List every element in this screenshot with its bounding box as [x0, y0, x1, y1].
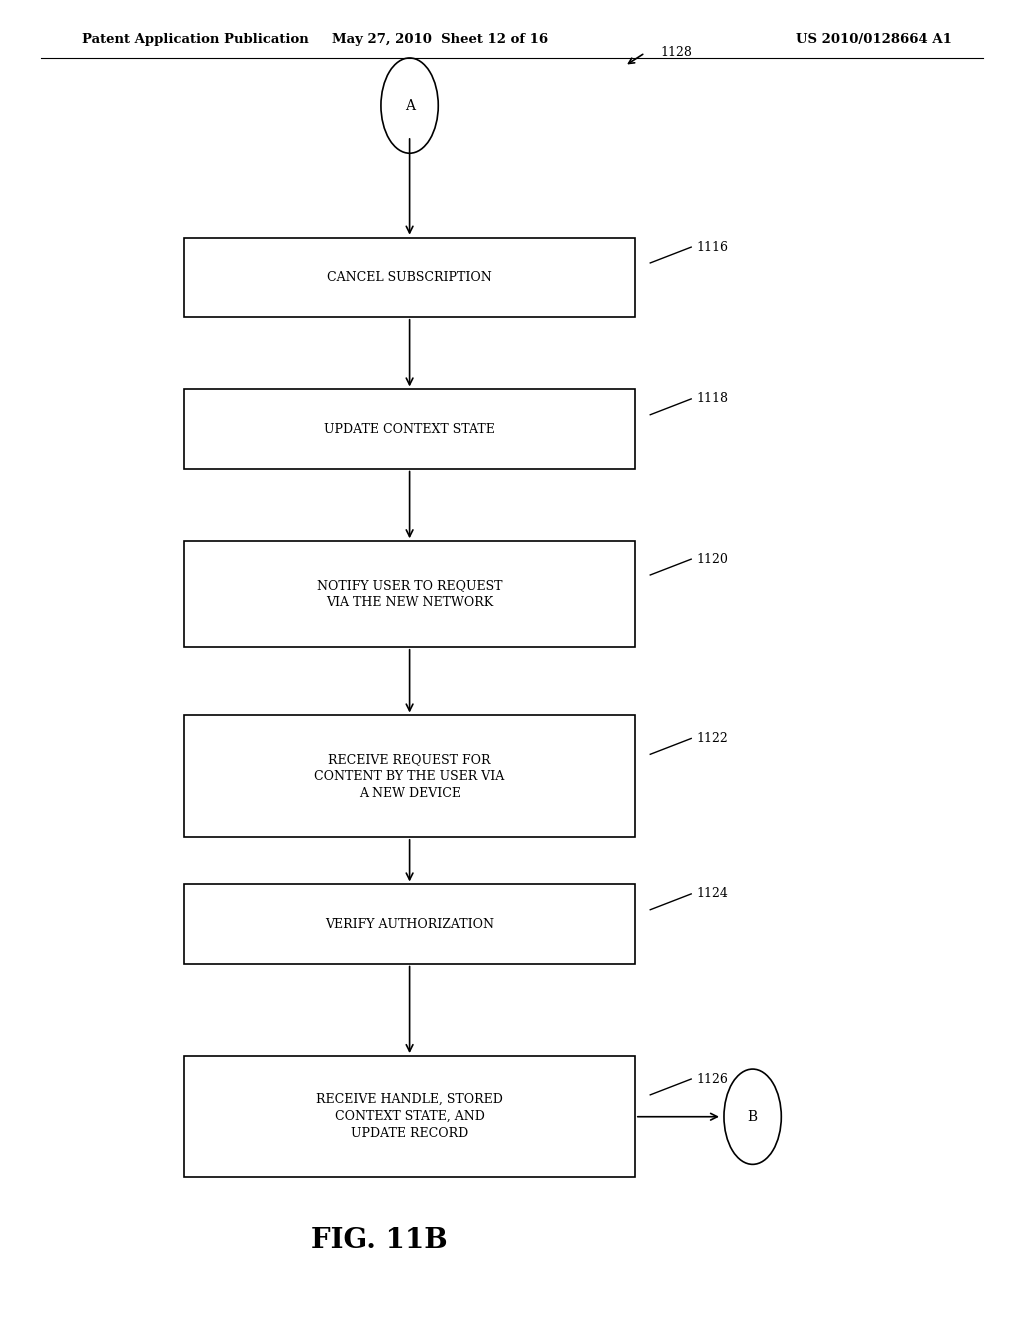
FancyBboxPatch shape: [184, 1056, 635, 1177]
Text: A: A: [404, 99, 415, 112]
Text: RECEIVE REQUEST FOR
CONTENT BY THE USER VIA
A NEW DEVICE: RECEIVE REQUEST FOR CONTENT BY THE USER …: [314, 752, 505, 800]
Text: US 2010/0128664 A1: US 2010/0128664 A1: [797, 33, 952, 46]
FancyBboxPatch shape: [184, 238, 635, 317]
Text: 1120: 1120: [696, 553, 728, 566]
Text: May 27, 2010  Sheet 12 of 16: May 27, 2010 Sheet 12 of 16: [332, 33, 549, 46]
Text: UPDATE CONTEXT STATE: UPDATE CONTEXT STATE: [325, 422, 495, 436]
FancyBboxPatch shape: [184, 541, 635, 647]
Text: 1122: 1122: [696, 733, 728, 744]
Text: 1116: 1116: [696, 240, 728, 253]
Text: NOTIFY USER TO REQUEST
VIA THE NEW NETWORK: NOTIFY USER TO REQUEST VIA THE NEW NETWO…: [316, 579, 503, 609]
Text: RECEIVE HANDLE, STORED
CONTEXT STATE, AND
UPDATE RECORD: RECEIVE HANDLE, STORED CONTEXT STATE, AN…: [316, 1093, 503, 1140]
Text: 1124: 1124: [696, 887, 728, 900]
Text: Patent Application Publication: Patent Application Publication: [82, 33, 308, 46]
Text: 1126: 1126: [696, 1073, 728, 1085]
Text: VERIFY AUTHORIZATION: VERIFY AUTHORIZATION: [325, 917, 495, 931]
FancyBboxPatch shape: [184, 884, 635, 964]
Text: 1118: 1118: [696, 392, 728, 405]
Text: 1128: 1128: [660, 46, 692, 59]
FancyBboxPatch shape: [184, 389, 635, 469]
Text: B: B: [748, 1110, 758, 1123]
FancyBboxPatch shape: [184, 715, 635, 837]
Text: FIG. 11B: FIG. 11B: [310, 1228, 447, 1254]
Text: CANCEL SUBSCRIPTION: CANCEL SUBSCRIPTION: [328, 271, 492, 284]
